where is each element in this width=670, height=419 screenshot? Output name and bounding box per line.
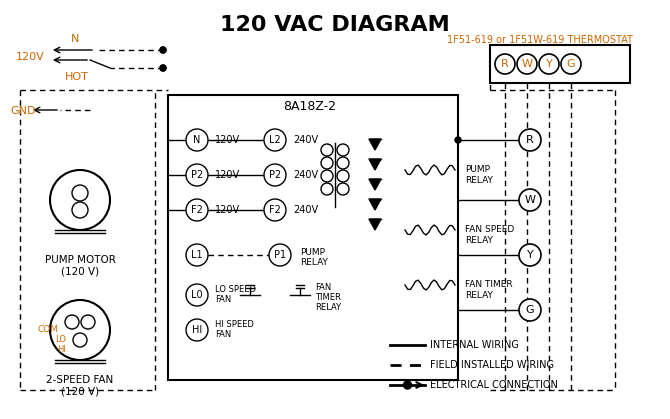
Text: 120V: 120V bbox=[15, 52, 44, 62]
Text: L0: L0 bbox=[191, 290, 203, 300]
Text: G: G bbox=[526, 305, 534, 315]
Text: N: N bbox=[71, 34, 79, 44]
Bar bbox=[168, 95, 458, 380]
Circle shape bbox=[264, 129, 286, 151]
Text: LO SPEED: LO SPEED bbox=[215, 285, 256, 294]
Polygon shape bbox=[369, 159, 381, 170]
Text: W: W bbox=[525, 195, 535, 205]
Text: Y: Y bbox=[527, 250, 533, 260]
Circle shape bbox=[160, 65, 166, 71]
Text: PUMP MOTOR
(120 V): PUMP MOTOR (120 V) bbox=[45, 255, 115, 277]
Text: R: R bbox=[501, 59, 509, 69]
Circle shape bbox=[186, 129, 208, 151]
Circle shape bbox=[264, 164, 286, 186]
Circle shape bbox=[72, 185, 88, 201]
Text: FAN: FAN bbox=[215, 295, 231, 304]
Polygon shape bbox=[369, 219, 381, 230]
Text: HI: HI bbox=[57, 346, 66, 354]
Text: HI: HI bbox=[192, 325, 202, 335]
Text: LO: LO bbox=[55, 334, 66, 344]
Circle shape bbox=[186, 319, 208, 341]
Text: P1: P1 bbox=[274, 250, 286, 260]
Circle shape bbox=[50, 300, 110, 360]
Text: HI SPEED: HI SPEED bbox=[215, 320, 254, 329]
Circle shape bbox=[160, 47, 166, 53]
Text: 1F51-619 or 1F51W-619 THERMOSTAT: 1F51-619 or 1F51W-619 THERMOSTAT bbox=[447, 35, 633, 45]
Text: F2: F2 bbox=[191, 205, 203, 215]
Circle shape bbox=[539, 54, 559, 74]
Text: 8A18Z-2: 8A18Z-2 bbox=[283, 100, 336, 113]
Text: PUMP
RELAY: PUMP RELAY bbox=[465, 166, 493, 185]
Circle shape bbox=[519, 189, 541, 211]
Text: FAN: FAN bbox=[215, 330, 231, 339]
Circle shape bbox=[517, 54, 537, 74]
Text: 120V: 120V bbox=[215, 205, 240, 215]
Polygon shape bbox=[369, 179, 381, 190]
Text: RELAY: RELAY bbox=[315, 303, 341, 313]
Circle shape bbox=[495, 54, 515, 74]
Text: FAN SPEED
RELAY: FAN SPEED RELAY bbox=[465, 225, 515, 245]
Text: GND: GND bbox=[10, 106, 36, 116]
Text: L1: L1 bbox=[191, 250, 203, 260]
Text: FIELD INSTALLED WIRING: FIELD INSTALLED WIRING bbox=[430, 360, 554, 370]
Circle shape bbox=[269, 244, 291, 266]
Text: Y: Y bbox=[545, 59, 552, 69]
Text: FAN TIMER
RELAY: FAN TIMER RELAY bbox=[465, 280, 513, 300]
Circle shape bbox=[65, 315, 79, 329]
Circle shape bbox=[403, 381, 411, 389]
Text: 120V: 120V bbox=[215, 135, 240, 145]
Circle shape bbox=[160, 47, 166, 53]
Circle shape bbox=[160, 65, 166, 71]
Circle shape bbox=[73, 333, 87, 347]
Circle shape bbox=[519, 129, 541, 151]
Circle shape bbox=[81, 315, 95, 329]
Text: 240V: 240V bbox=[293, 170, 318, 180]
Polygon shape bbox=[369, 199, 381, 210]
Text: G: G bbox=[567, 59, 576, 69]
Circle shape bbox=[186, 164, 208, 186]
Text: COM: COM bbox=[37, 326, 58, 334]
Text: 120V: 120V bbox=[215, 170, 240, 180]
Circle shape bbox=[186, 244, 208, 266]
Text: ELECTRICAL CONNECTION: ELECTRICAL CONNECTION bbox=[430, 380, 558, 390]
Text: P2: P2 bbox=[269, 170, 281, 180]
Circle shape bbox=[186, 284, 208, 306]
Polygon shape bbox=[369, 139, 381, 150]
Circle shape bbox=[561, 54, 581, 74]
Text: TIMER: TIMER bbox=[315, 293, 341, 303]
Text: F2: F2 bbox=[269, 205, 281, 215]
Text: HOT: HOT bbox=[65, 72, 89, 82]
Text: INTERNAL WIRING: INTERNAL WIRING bbox=[430, 340, 519, 350]
Text: RELAY: RELAY bbox=[300, 258, 328, 267]
Text: 240V: 240V bbox=[293, 205, 318, 215]
Text: R: R bbox=[526, 135, 534, 145]
Circle shape bbox=[72, 202, 88, 218]
Text: P2: P2 bbox=[191, 170, 203, 180]
Bar bbox=[490, 45, 630, 83]
Circle shape bbox=[519, 299, 541, 321]
Text: 2-SPEED FAN
(120 V): 2-SPEED FAN (120 V) bbox=[46, 375, 114, 397]
Text: L2: L2 bbox=[269, 135, 281, 145]
Text: W: W bbox=[521, 59, 533, 69]
Text: 240V: 240V bbox=[293, 135, 318, 145]
Circle shape bbox=[455, 137, 461, 143]
Text: FAN: FAN bbox=[315, 284, 331, 292]
Circle shape bbox=[519, 244, 541, 266]
Text: PUMP: PUMP bbox=[300, 248, 325, 257]
Text: 120 VAC DIAGRAM: 120 VAC DIAGRAM bbox=[220, 15, 450, 35]
Text: N: N bbox=[194, 135, 201, 145]
Circle shape bbox=[186, 199, 208, 221]
Circle shape bbox=[264, 199, 286, 221]
Circle shape bbox=[50, 170, 110, 230]
